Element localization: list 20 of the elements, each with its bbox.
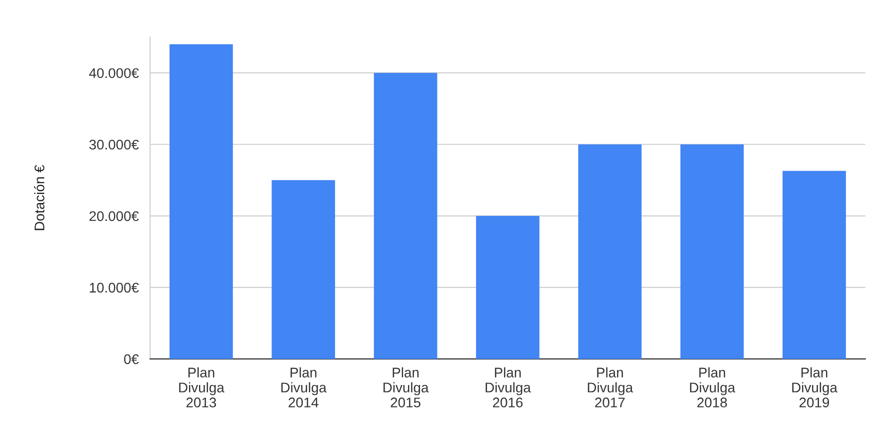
bar — [680, 144, 744, 359]
x-tick-label: Plan Divulga 2013 — [179, 367, 224, 408]
y-tick-label: 40.000€ — [89, 68, 139, 78]
x-tick-label: Plan Divulga 2014 — [281, 367, 327, 408]
bar — [170, 44, 233, 359]
y-axis-title: Dotación € — [34, 165, 44, 230]
bar — [374, 72, 438, 359]
x-tick-label: Plan Divulga 2016 — [486, 367, 531, 408]
x-tick-label: Plan Divulga 2017 — [588, 367, 634, 408]
y-tick-label: 30.000€ — [89, 140, 139, 150]
y-tick-label: 0€ — [124, 354, 139, 364]
y-tick-label: 20.000€ — [90, 211, 139, 222]
y-tick-label: 10.000€ — [90, 282, 139, 293]
bar — [782, 170, 846, 359]
x-tick-label: Plan Divulga 2015 — [384, 367, 429, 408]
bar — [476, 216, 540, 359]
bar — [578, 144, 642, 359]
x-tick-label: Plan Divulga 2019 — [792, 367, 838, 408]
x-tick-label: Plan Divulga 2018 — [690, 367, 736, 408]
bar — [272, 180, 336, 359]
